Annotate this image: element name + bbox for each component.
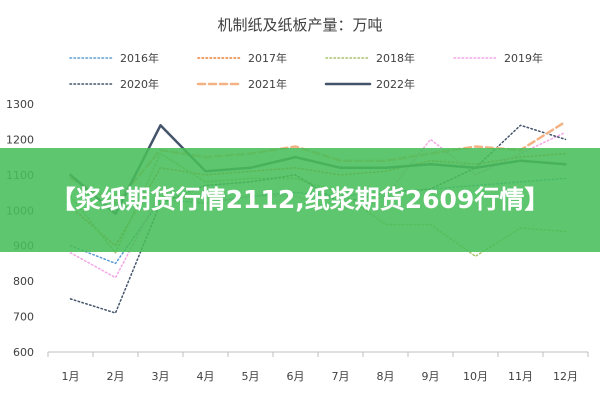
- legend-item-2017: 2017年: [197, 51, 287, 65]
- x-axis: 1月 2月 3月 4月 5月 6月 7月 8月 9月 10月 11月 12月: [47, 351, 589, 383]
- legend-label-2018: 2018年: [376, 51, 415, 65]
- y-tick-label-700: 700: [13, 311, 34, 324]
- chart-title: 机制纸及纸板产量：万吨: [217, 16, 382, 34]
- legend-label-2021: 2021年: [248, 77, 287, 91]
- x-tick-label-7: 7月: [332, 370, 350, 383]
- legend-item-2020: 2020年: [69, 77, 159, 91]
- legend-label-2017: 2017年: [248, 51, 287, 65]
- x-tick-label-8: 8月: [377, 370, 395, 383]
- y-tick-label-1300: 1300: [6, 98, 34, 111]
- y-tick-label-800: 800: [13, 275, 34, 288]
- legend-item-2022: 2022年: [324, 77, 415, 91]
- legend-label-2019: 2019年: [504, 51, 543, 65]
- x-tick-label-2: 2月: [107, 370, 125, 383]
- legend: 2016年 2017年 2018年 2019年 2020年 2021年 2022年: [69, 51, 543, 91]
- x-tick-label-9: 9月: [422, 370, 440, 383]
- x-tick-label-10: 10月: [463, 370, 488, 383]
- x-tick-label-3: 3月: [152, 370, 170, 383]
- legend-label-2022: 2022年: [376, 77, 415, 91]
- x-tick-label-11: 11月: [508, 370, 533, 383]
- legend-item-2018: 2018年: [325, 51, 415, 65]
- x-tick-label-1: 1月: [62, 370, 80, 383]
- legend-item-2016: 2016年: [69, 51, 159, 65]
- y-tick-label-600: 600: [13, 346, 34, 359]
- legend-item-2021: 2021年: [196, 77, 287, 91]
- headline-banner: 【浆纸期货行情2112,纸浆期货2609行情】: [0, 148, 600, 252]
- x-tick-label-12: 12月: [553, 370, 578, 383]
- headline-text: 【浆纸期货行情2112,纸浆期货2609行情】: [50, 185, 550, 214]
- x-tick-label-4: 4月: [197, 370, 215, 383]
- legend-label-2016: 2016年: [120, 51, 159, 65]
- legend-item-2019: 2019年: [453, 51, 543, 65]
- y-tick-label-1200: 1200: [6, 133, 34, 146]
- x-tick-label-5: 5月: [242, 370, 260, 383]
- legend-label-2020: 2020年: [120, 77, 159, 91]
- x-tick-label-6: 6月: [287, 370, 305, 383]
